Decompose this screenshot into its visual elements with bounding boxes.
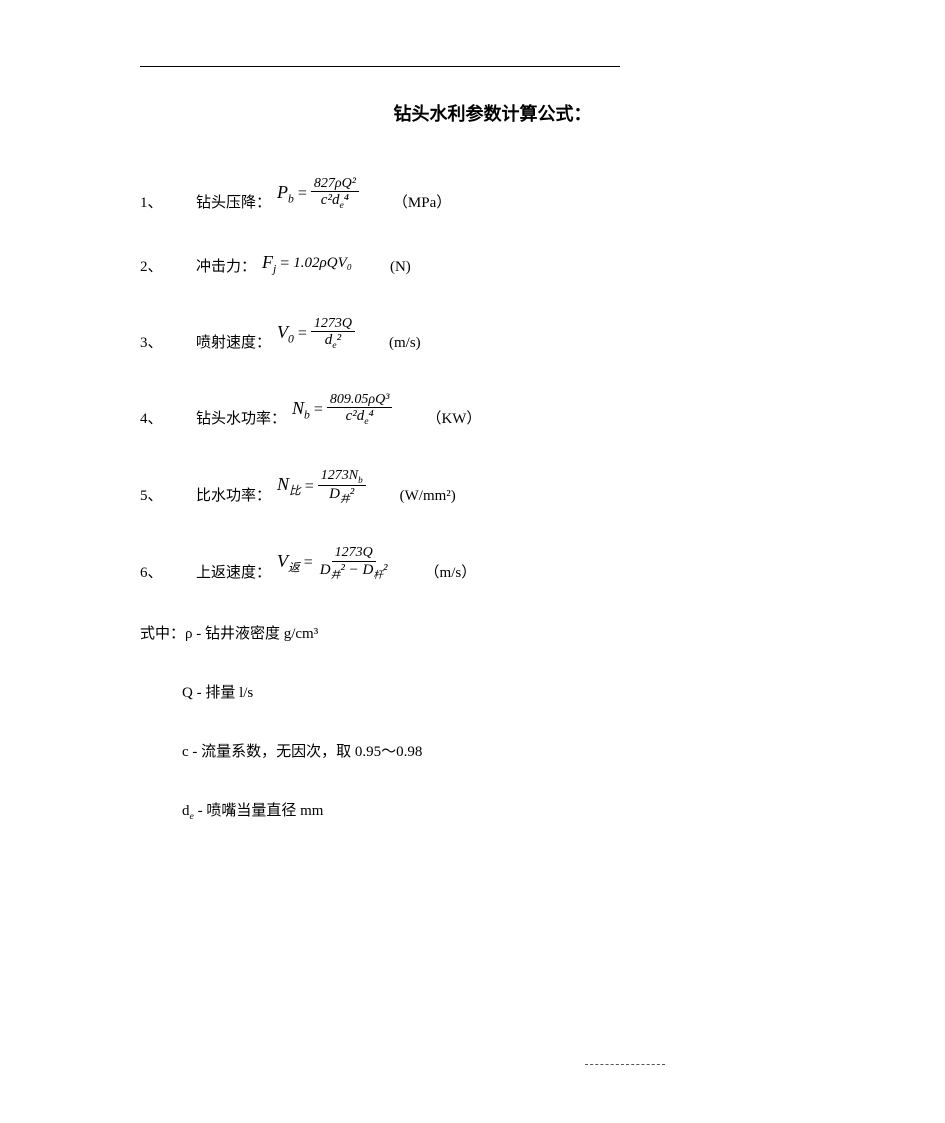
definition-line: Q - 排量 l/s [140, 681, 845, 702]
formula: Pb=827ρQ²c²de⁴ [277, 176, 359, 212]
item-unit: （KW） [426, 407, 481, 428]
item-label: 钻头压降： [196, 191, 271, 212]
item-label: 比水功率： [196, 484, 271, 505]
item-label: 上返速度： [196, 561, 271, 582]
item-label: 冲击力： [196, 255, 256, 276]
formula-item: 3、喷射速度： V0=1273Qde² (m/s) [140, 316, 845, 352]
item-label: 钻头水功率： [196, 407, 286, 428]
item-number: 1、 [140, 191, 196, 212]
item-unit: (m/s) [389, 335, 421, 352]
item-unit: (N) [390, 259, 411, 276]
item-number: 4、 [140, 407, 196, 428]
page-title: 钻头水利参数计算公式： [140, 100, 845, 126]
formula: N比=1273NbD井² [277, 468, 366, 506]
top-rule [140, 66, 620, 67]
definition-line: de - 喷嘴当量直径 mm [140, 799, 845, 822]
formula: Nb=809.05ρQ³c²de⁴ [292, 392, 392, 428]
formula-item: 5、比水功率： N比=1273NbD井² (W/mm²) [140, 468, 845, 506]
definition-line: c - 流量系数，无因次，取 0.95～0.98 [140, 740, 845, 761]
formula-item: 6、上返速度： V返=1273QD井² − D杆² （m/s） [140, 545, 845, 581]
item-unit: (W/mm²) [400, 488, 456, 505]
definitions: 式中：ρ - 钻井液密度 g/cm³ Q - 排量 l/s c - 流量系数，无因… [140, 622, 845, 822]
formula-item: 2、冲击力： Fj=1.02ρQV₀ (N) [140, 252, 845, 276]
item-number: 5、 [140, 484, 196, 505]
item-number: 3、 [140, 331, 196, 352]
item-unit: （m/s） [425, 561, 477, 582]
def-rho: 式中：ρ - 钻井液密度 g/cm³ [140, 622, 845, 643]
formula-list: 1、钻头压降： Pb=827ρQ²c²de⁴ （MPa） 2、冲击力： Fj=1.02ρ… [140, 176, 845, 582]
formula: Fj=1.02ρQV₀ [262, 252, 356, 276]
item-number: 2、 [140, 255, 196, 276]
item-unit: （MPa） [393, 191, 451, 212]
formula-item: 4、钻头水功率： Nb=809.05ρQ³c²de⁴ （KW） [140, 392, 845, 428]
item-label: 喷射速度： [196, 331, 271, 352]
bottom-dash [585, 1064, 665, 1065]
formula-item: 1、钻头压降： Pb=827ρQ²c²de⁴ （MPa） [140, 176, 845, 212]
item-number: 6、 [140, 561, 196, 582]
formula: V0=1273Qde² [277, 316, 355, 352]
formula: V返=1273QD井² − D杆² [277, 545, 391, 581]
